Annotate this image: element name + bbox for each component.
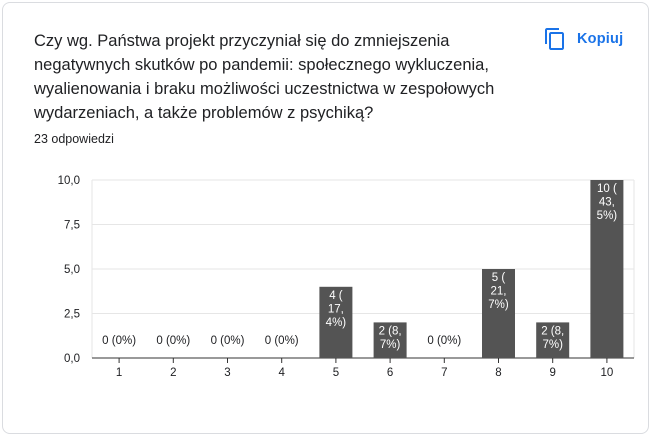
x-axis-ticks: 1 2 3 4 5 6 7 8 9 10: [116, 358, 613, 379]
y-tick-label: 2,5: [64, 309, 80, 321]
x-tick-label: 3: [224, 367, 230, 379]
data-label: 0 (0%): [265, 335, 299, 347]
data-label: 0 (0%): [156, 335, 190, 347]
question-title: Czy wg. Państwa projekt przyczyniał się …: [34, 32, 495, 122]
bar[interactable]: [319, 286, 353, 358]
x-tick-label: 9: [549, 367, 555, 379]
bar[interactable]: [590, 180, 624, 358]
x-tick-label: 7: [441, 367, 447, 379]
copy-button[interactable]: Kopiuj: [543, 25, 623, 53]
data-label: 0 (0%): [427, 335, 461, 347]
data-label: 0 (0%): [211, 335, 245, 347]
data-label: 4 (17, 4%): [326, 290, 347, 329]
response-count: 23 odpowiedzi: [34, 132, 114, 146]
y-tick-label: 5,0: [64, 264, 80, 276]
x-tick-label: 6: [387, 367, 393, 379]
data-label: 2 (8, 7%): [379, 325, 402, 351]
y-tick-label: 7,5: [64, 220, 80, 232]
x-tick-label: 10: [601, 367, 614, 379]
data-label: 10 (43, 5%): [597, 183, 618, 222]
data-labels: 0 (0%) 0 (0%) 0 (0%) 0 (0%) 4 (17, 4%) 2 (8, 7%…: [102, 183, 617, 351]
y-tick-label: 0,0: [64, 353, 80, 365]
copy-button-label: Kopiuj: [577, 31, 624, 47]
chart-card: Czy wg. Państwa projekt przyczyniał się …: [2, 2, 649, 434]
data-label: 0 (0%): [102, 335, 136, 347]
x-tick-label: 1: [116, 367, 122, 379]
bars: [319, 180, 624, 358]
bar[interactable]: [536, 322, 570, 358]
bar[interactable]: [373, 322, 407, 358]
x-tick-label: 5: [333, 367, 339, 379]
x-tick-label: 2: [170, 367, 176, 379]
y-tick-label: 10,0: [58, 175, 80, 187]
y-axis-ticks: 0,0 2,5 5,0 7,5 10,0: [58, 175, 80, 365]
copy-icon: [545, 28, 564, 50]
x-tick-label: 4: [278, 367, 285, 379]
bar[interactable]: [482, 269, 515, 358]
data-label: 2 (8, 7%): [541, 325, 564, 351]
data-label: 5 (21, 7%): [488, 272, 509, 311]
x-tick-label: 8: [495, 367, 501, 379]
